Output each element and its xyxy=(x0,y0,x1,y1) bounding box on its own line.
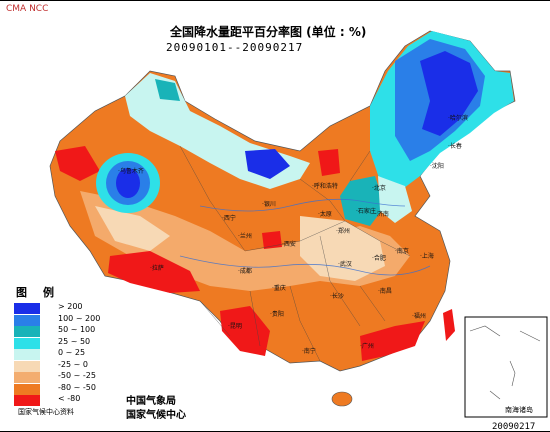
city-label: ·南京 xyxy=(395,248,409,255)
rivers xyxy=(179,198,431,276)
city-label: ·沈阳 xyxy=(430,163,444,170)
inset-caption: 南海诸岛 xyxy=(505,406,533,414)
inset-box xyxy=(464,316,548,418)
city-label: ·福州 xyxy=(412,313,426,320)
legend-swatch xyxy=(14,395,40,406)
anomaly-region-blue-northeast xyxy=(420,51,478,136)
anomaly-region-pale-northchina xyxy=(378,176,412,223)
city-label: ·长春 xyxy=(448,143,462,150)
legend-source-note: 国家气候中心资料 xyxy=(18,408,74,416)
city-label: ·广州 xyxy=(360,343,374,350)
anomaly-region-red-southwest xyxy=(220,306,270,356)
anomaly-region-red-south xyxy=(360,321,425,361)
city-label: ·北京 xyxy=(372,185,386,192)
anomaly-region-pale-west xyxy=(95,206,170,251)
legend-swatch xyxy=(14,349,40,360)
legend-swatch xyxy=(14,303,40,314)
legend-label: -50 ~ -25 xyxy=(58,371,96,380)
province-boundaries xyxy=(179,145,411,362)
legend-label: > 200 xyxy=(58,302,83,311)
legend-swatch xyxy=(14,372,40,383)
anomaly-region-blue-mongolia xyxy=(245,149,290,179)
legend-label: 25 ~ 50 xyxy=(58,336,91,346)
city-label: ·哈尔滨 xyxy=(448,115,468,122)
city-label: ·石家庄 xyxy=(356,208,376,215)
legend-label: 100 ~ 200 xyxy=(58,313,101,323)
city-label: ·昆明 xyxy=(228,323,242,330)
city-label: ·西宁 xyxy=(222,215,236,222)
city-label: ·太原 xyxy=(318,211,332,218)
legend-swatch xyxy=(14,360,40,372)
org-name-cma: 中国气象局 xyxy=(126,396,176,407)
city-label: ·武汉 xyxy=(338,261,352,268)
city-label: ·重庆 xyxy=(272,285,286,292)
legend-label: < -80 xyxy=(58,394,81,403)
legend-label: -25 ~ 0 xyxy=(58,359,88,369)
city-label: ·上海 xyxy=(420,253,434,260)
city-label: ·西安 xyxy=(282,241,296,248)
city-label: ·成都 xyxy=(238,268,252,275)
anomaly-region-cyan-northchina xyxy=(340,176,385,226)
city-label: ·乌鲁木齐 xyxy=(118,168,144,175)
legend-swatch xyxy=(14,383,40,395)
legend-swatch xyxy=(14,326,40,337)
city-label: ·济南 xyxy=(375,211,389,218)
city-label: ·银川 xyxy=(262,201,276,208)
city-label: ·合肥 xyxy=(372,255,386,262)
legend-swatch xyxy=(14,314,40,326)
corner-tag: CMA NCC xyxy=(6,4,49,14)
anomaly-region-teal-north xyxy=(155,79,180,101)
city-label: ·呼和浩特 xyxy=(312,183,338,190)
city-label: ·南昌 xyxy=(378,288,392,295)
anomaly-region-red-tibet xyxy=(108,251,200,293)
city-label: ·兰州 xyxy=(238,233,252,240)
city-label: ·长沙 xyxy=(330,293,344,300)
org-name-ncc: 国家气候中心 xyxy=(126,410,186,421)
inset-islands xyxy=(469,325,541,400)
legend-title: 图例 xyxy=(16,286,70,299)
anomaly-region-hainan xyxy=(331,391,353,407)
legend-label: -80 ~ -50 xyxy=(58,382,96,392)
legend-swatch xyxy=(14,337,40,349)
map-date-range: 20090101--20090217 xyxy=(166,41,304,54)
anomaly-region-red-taiwan xyxy=(443,309,455,341)
city-label: ·郑州 xyxy=(336,228,350,235)
legend-label: 50 ~ 100 xyxy=(58,325,96,334)
anomaly-region-red-central xyxy=(262,231,282,249)
anomaly-region-red-north xyxy=(318,149,340,176)
city-label: ·南宁 xyxy=(302,348,316,355)
city-label: ·拉萨 xyxy=(150,265,164,272)
map-title: 全国降水量距平百分率图 (单位 : %) xyxy=(170,25,367,39)
city-label: ·贵阳 xyxy=(270,311,284,318)
anomaly-region-red-west xyxy=(55,146,100,181)
legend-label: 0 ~ 25 xyxy=(58,348,86,357)
issue-code: 20090217 xyxy=(492,422,536,432)
anomaly-region-blue-xinjiang xyxy=(116,168,140,198)
